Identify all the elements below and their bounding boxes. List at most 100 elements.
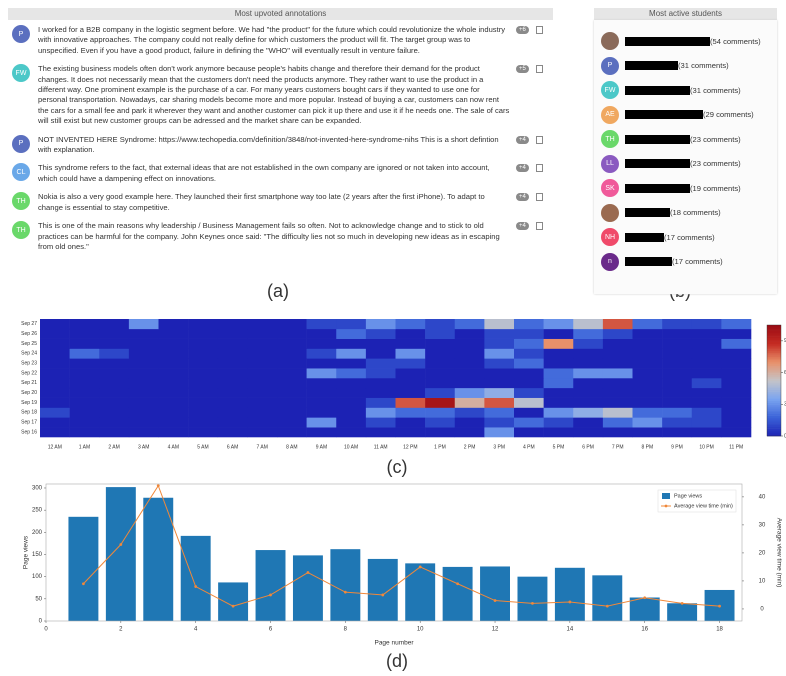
colorbar-segment [767,347,781,350]
heat-cell [602,348,633,359]
heat-cell [306,378,337,389]
colorbar-segment [767,380,781,383]
vote-count[interactable]: +6 [516,26,529,34]
heat-cell [277,417,307,428]
heat-cell [602,427,633,438]
heat-cell [158,427,189,438]
heat-cell [158,348,189,359]
heat-cell [69,358,100,369]
student: AE (29 comments) [594,103,777,128]
colorbar-segment [767,424,781,428]
heat-cell [425,417,456,428]
copy-icon[interactable] [536,26,543,34]
heat-cell [632,338,663,349]
x-tick-label: 1 PM [434,444,446,450]
annotation-text: Nokia is also a very good example here. … [38,192,485,212]
vote-count[interactable]: +4 [516,135,529,144]
heat-cell [277,319,307,330]
heat-cell [217,319,248,330]
colorbar-segment [767,374,781,378]
line-marker [605,604,609,608]
avatar: LL [601,154,619,173]
bar [517,576,548,621]
copy-icon[interactable] [536,164,543,173]
colorbar-segment [767,402,781,405]
copy-icon[interactable] [536,135,543,144]
heat-cell [128,387,159,398]
annotation: TH This is one of the main reasons why le… [8,221,553,252]
heat-cell [691,358,722,369]
heat-cell [336,407,367,418]
students-panel: Most active students (54 comments) P (31 c… [594,8,777,294]
vote-count[interactable]: +5 [516,65,529,74]
heat-cell [691,319,722,330]
y-tick-label: Sep 23 [21,361,37,367]
colorbar-segment [767,354,781,357]
heat-cell [602,328,633,339]
bar [218,582,249,621]
heat-cell [691,387,722,398]
heat-cell [662,427,693,438]
heat-cell [188,378,219,389]
y-tick-label: 200 [32,530,43,536]
colorbar-segment [767,350,781,354]
colorbar-segment [767,352,781,355]
copy-icon[interactable] [536,193,543,202]
student: n (17 comments) [594,250,777,275]
colorbar-segment [767,325,781,328]
avatar [601,32,619,51]
redaction [625,183,690,193]
vote-count[interactable]: +4 [516,193,529,202]
y-tick-label: Sep 26 [21,331,37,337]
heat-cell [514,348,544,359]
x-tick-label: 7 AM [256,444,267,450]
heat-cell [128,338,159,349]
y-tick-label: Sep 19 [21,400,37,406]
heat-cell [691,417,722,428]
heat-cell [514,407,544,418]
panel-label: (d) [386,651,408,671]
annotation: CL This syndrome refers to the fact, that… [8,163,553,184]
heat-cell [69,397,100,408]
colorbar-segment [767,391,781,394]
heat-cell [128,319,159,330]
vote-count[interactable]: +4 [516,164,529,173]
heat-cell [40,358,70,369]
heat-cell [365,378,396,389]
vote-count[interactable]: +4 [516,222,529,231]
annotation-text: NOT INVENTED HERE Syndrome: https://www.… [38,134,499,155]
bar [554,567,585,621]
heat-cell [662,387,693,398]
heat-cell [247,407,278,418]
bar [255,550,286,621]
heat-cell [573,368,604,379]
heat-cell [217,348,248,359]
x-tick-label: 4 PM [523,444,535,450]
heat-cell [632,427,663,438]
copy-icon[interactable] [536,65,543,74]
colorbar-segment [767,362,781,365]
heat-cell [40,397,70,408]
heat-cell [425,378,456,389]
x-axis-label: Page number [374,640,414,647]
x-tick-label: 12 PM [403,444,417,450]
heat-cell [247,368,278,379]
heat-cell [721,319,752,330]
heat-cell [395,417,426,428]
heat-cell [40,368,70,379]
heat-cell [188,397,219,408]
copy-icon[interactable] [536,222,543,231]
heat-cell [691,368,722,379]
x-tick-label: 10 PM [699,444,713,450]
heat-cell [691,397,722,408]
heat-cell [454,397,485,408]
y-tick-label: Sep 24 [21,351,37,357]
annotation: P NOT INVENTED HERE Syndrome: https://www… [8,134,553,156]
heat-cell [40,338,70,349]
heat-cell [336,358,367,369]
heat-cell [336,427,367,438]
heat-cell [365,338,396,349]
x-tick-label: 10 AM [344,444,358,450]
heat-cell [721,368,752,379]
